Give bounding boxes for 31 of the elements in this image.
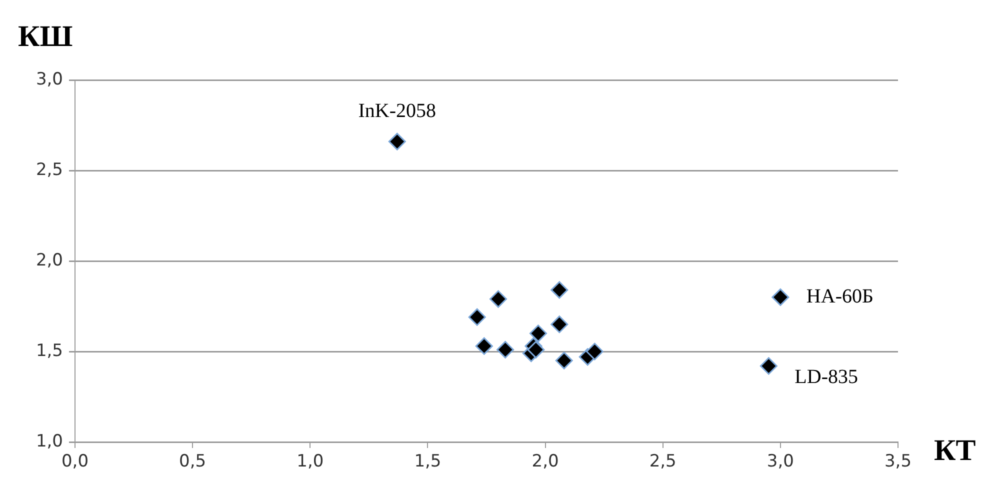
point (529, 324, 547, 342)
point (496, 340, 514, 358)
y-tick-label: 2,0 (36, 250, 63, 270)
x-tick-label: 1,5 (414, 452, 442, 472)
point (550, 281, 568, 299)
point (490, 290, 508, 308)
x-tick-label: 1,0 (296, 452, 324, 472)
point (388, 132, 406, 150)
point (475, 337, 493, 355)
y-tick-label: 1,0 (36, 431, 63, 452)
x-axis-title: КТ (934, 434, 976, 467)
y-axis-title: КШ (18, 20, 73, 53)
x-tick-label: 0,5 (179, 452, 206, 472)
point (555, 352, 573, 370)
point (772, 288, 790, 306)
x-tick-label: 0,0 (61, 452, 89, 472)
point (527, 340, 545, 358)
annotation: LD-835 (794, 366, 858, 388)
y-tick-label: 3,0 (36, 69, 63, 90)
x-tick-label: 3,5 (884, 452, 912, 472)
point (468, 308, 486, 326)
annotation: InK-2058 (358, 100, 436, 122)
x-tick-label: 2,5 (649, 452, 676, 472)
annotation: НА-60Б (806, 285, 874, 308)
point (550, 316, 568, 334)
y-tick-label: 1,5 (36, 340, 63, 361)
x-tick-label: 3,0 (766, 452, 794, 472)
y-tick-label: 2,5 (36, 160, 63, 180)
point (586, 342, 604, 360)
point (760, 357, 778, 375)
x-tick-label: 2,0 (532, 452, 559, 472)
